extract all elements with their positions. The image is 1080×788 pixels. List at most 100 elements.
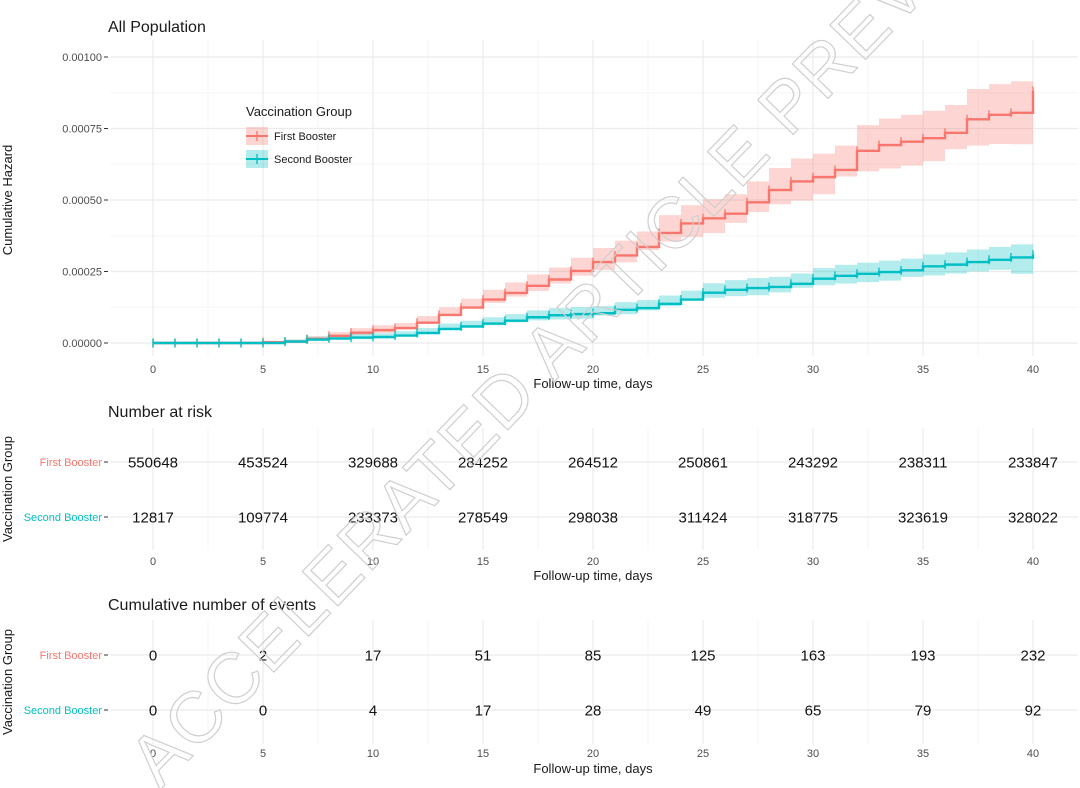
hazard-x-ticks: 0 5 10 15 20 25 30 35 40 bbox=[150, 364, 1039, 376]
events-table-title: Cumulative number of events bbox=[108, 597, 316, 614]
hazard-y-axis-title: Cumulative Hazard bbox=[0, 145, 15, 256]
hazard-censor-marks bbox=[152, 86, 1034, 348]
hazard-x-tick-label: 25 bbox=[697, 364, 709, 376]
table-cell: 12817 bbox=[132, 510, 174, 527]
table-cell: 323619 bbox=[898, 510, 948, 527]
legend: Vaccination Group First Booster Second B… bbox=[246, 104, 353, 168]
risk-table-x-axis-title: Follow-up time, days bbox=[533, 568, 653, 583]
table-x-tick-label: 5 bbox=[260, 748, 266, 760]
hazard-x-tick-label: 35 bbox=[917, 364, 929, 376]
table-cell: 0 bbox=[149, 703, 157, 720]
table-x-tick-label: 30 bbox=[807, 748, 819, 760]
legend-item-first-booster: First Booster bbox=[246, 127, 337, 145]
table-cell: 298038 bbox=[568, 510, 618, 527]
table-row-label: Second Booster bbox=[24, 705, 103, 717]
table-cell: 311424 bbox=[679, 510, 728, 527]
table-x-tick-label: 10 bbox=[367, 748, 379, 760]
table-cell: 4 bbox=[369, 703, 377, 720]
table-cell: 92 bbox=[1025, 703, 1042, 720]
table-cell: 109774 bbox=[238, 510, 288, 527]
table-cell: 17 bbox=[475, 703, 492, 720]
hazard-x-tick-label: 20 bbox=[587, 364, 599, 376]
hazard-x-tick-label: 5 bbox=[260, 364, 266, 376]
table-x-tick-label: 40 bbox=[1027, 556, 1039, 568]
table-x-tick-label: 20 bbox=[587, 556, 599, 568]
risk-table-grid bbox=[110, 428, 1078, 550]
hazard-x-tick-label: 40 bbox=[1027, 364, 1039, 376]
table-x-tick-label: 25 bbox=[697, 748, 709, 760]
table-cell: 264512 bbox=[568, 455, 618, 472]
table-cell: 51 bbox=[475, 648, 492, 665]
hazard-y-tick-label: 0.00000 bbox=[62, 338, 102, 350]
table-x-tick-label: 5 bbox=[260, 556, 266, 568]
events-table-panel: Cumulative number of events First Booste… bbox=[0, 597, 1078, 776]
table-cell: 65 bbox=[805, 703, 822, 720]
table-cell: 125 bbox=[690, 648, 715, 665]
table-cell: 0 bbox=[259, 703, 267, 720]
events-table-x-ticks: 0 5 10 15 20 25 30 35 40 bbox=[150, 748, 1039, 760]
table-cell: 329688 bbox=[348, 455, 398, 472]
table-cell: 284252 bbox=[458, 455, 508, 472]
legend-item-second-booster: Second Booster bbox=[246, 150, 353, 168]
table-cell: 85 bbox=[585, 648, 602, 665]
table-cell: 79 bbox=[915, 703, 932, 720]
hazard-panel: All Population 0.000000.000250.000500.00… bbox=[0, 19, 1078, 391]
risk-table-title: Number at risk bbox=[108, 404, 213, 421]
hazard-x-axis-title: Follow-up time, days bbox=[533, 376, 653, 391]
legend-label-first-booster: First Booster bbox=[274, 131, 337, 143]
table-cell: 49 bbox=[695, 703, 712, 720]
table-x-tick-label: 30 bbox=[807, 556, 819, 568]
table-cell: 550648 bbox=[128, 455, 178, 472]
hazard-title: All Population bbox=[108, 19, 206, 36]
hazard-y-tick-label: 0.00100 bbox=[62, 52, 102, 64]
table-cell: 233373 bbox=[348, 510, 398, 527]
table-cell: 0 bbox=[149, 648, 157, 665]
table-cell: 193 bbox=[910, 648, 935, 665]
table-x-tick-label: 35 bbox=[917, 556, 929, 568]
table-cell: 318775 bbox=[788, 510, 838, 527]
hazard-x-tick-label: 0 bbox=[150, 364, 156, 376]
table-x-tick-label: 35 bbox=[917, 748, 929, 760]
table-x-tick-label: 20 bbox=[587, 748, 599, 760]
risk-table-y-axis-title: Vaccination Group bbox=[0, 436, 15, 542]
events-table-rows: First Booster 0 2 17 51 85 125 163 193 232 Second … bbox=[24, 648, 1046, 720]
table-row-label: First Booster bbox=[40, 650, 103, 662]
table-cell: 28 bbox=[585, 703, 602, 720]
table-cell: 453524 bbox=[238, 455, 288, 472]
risk-table-rows: First Booster 550648 453524 329688 284252 264… bbox=[24, 455, 1058, 527]
table-x-tick-label: 40 bbox=[1027, 748, 1039, 760]
risk-table-x-ticks: 0 5 10 15 20 25 30 35 40 bbox=[150, 556, 1039, 568]
table-x-tick-label: 25 bbox=[697, 556, 709, 568]
table-cell: 233847 bbox=[1008, 455, 1058, 472]
hazard-y-tick-label: 0.00075 bbox=[62, 124, 102, 136]
hazard-y-ticks: 0.00000 0.00025 0.00050 0.00075 0.00100 bbox=[62, 52, 108, 350]
hazard-y-tick-label: 0.00025 bbox=[62, 267, 102, 279]
table-cell: 2 bbox=[259, 648, 267, 665]
hazard-x-tick-label: 30 bbox=[807, 364, 819, 376]
hazard-y-tick-label: 0.00050 bbox=[62, 195, 102, 207]
legend-title: Vaccination Group bbox=[246, 104, 352, 119]
hazard-x-tick-label: 10 bbox=[367, 364, 379, 376]
risk-table-panel: Number at risk First Booster 550648 453524… bbox=[0, 404, 1078, 583]
table-row-label: Second Booster bbox=[24, 512, 103, 524]
legend-label-second-booster: Second Booster bbox=[274, 154, 353, 166]
table-x-tick-label: 10 bbox=[367, 556, 379, 568]
table-x-tick-label: 0 bbox=[150, 556, 156, 568]
table-cell: 250861 bbox=[678, 455, 728, 472]
table-x-tick-label: 15 bbox=[477, 748, 489, 760]
hazard-x-tick-label: 15 bbox=[477, 364, 489, 376]
table-row-label: First Booster bbox=[40, 457, 103, 469]
table-cell: 232 bbox=[1020, 648, 1045, 665]
events-table-grid bbox=[110, 620, 1078, 744]
events-table-x-axis-title: Follow-up time, days bbox=[533, 761, 653, 776]
table-cell: 328022 bbox=[1008, 510, 1058, 527]
table-cell: 17 bbox=[365, 648, 382, 665]
table-cell: 163 bbox=[800, 648, 825, 665]
table-cell: 243292 bbox=[788, 455, 838, 472]
table-x-tick-label: 0 bbox=[150, 748, 156, 760]
table-cell: 278549 bbox=[458, 510, 508, 527]
events-table-y-axis-title: Vaccination Group bbox=[0, 629, 15, 735]
table-x-tick-label: 15 bbox=[477, 556, 489, 568]
table-cell: 238311 bbox=[899, 455, 948, 472]
